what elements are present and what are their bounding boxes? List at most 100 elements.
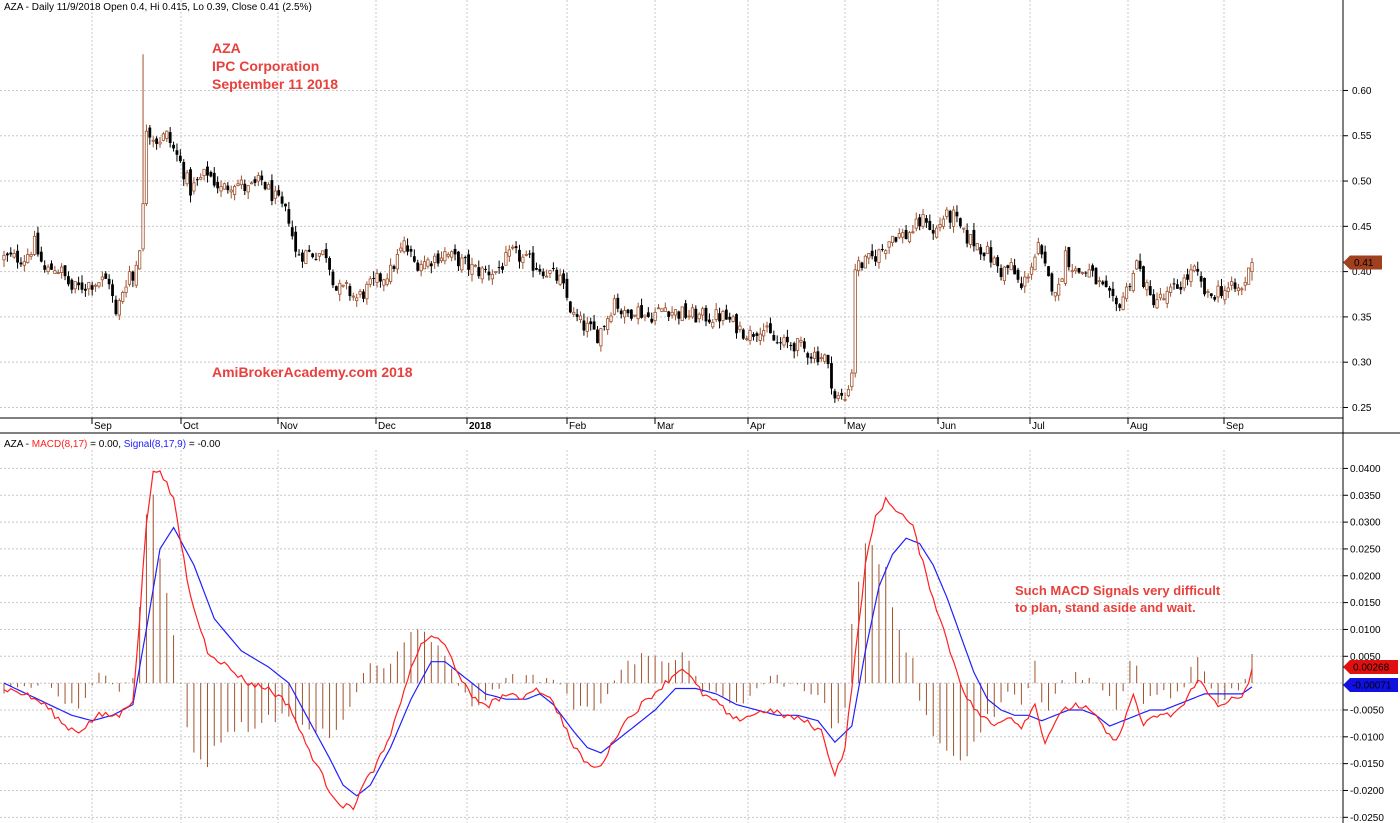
macd-grid bbox=[0, 450, 1343, 823]
candle-body bbox=[1070, 270, 1074, 273]
candle-body bbox=[1182, 277, 1186, 289]
candle-body bbox=[562, 273, 565, 284]
candle-body bbox=[117, 300, 121, 316]
candle-body bbox=[602, 325, 606, 327]
macd-line bbox=[3, 470, 1253, 811]
candle-body bbox=[816, 351, 820, 363]
candle-body bbox=[867, 253, 871, 259]
candle-body bbox=[507, 249, 511, 257]
candle-body bbox=[148, 127, 152, 138]
candle-body bbox=[368, 278, 372, 285]
candle-body bbox=[979, 247, 983, 255]
candle-body bbox=[511, 246, 515, 249]
candle-body bbox=[769, 323, 772, 334]
candle-body bbox=[433, 255, 437, 263]
candle-body bbox=[158, 141, 162, 145]
candle-body bbox=[1169, 286, 1173, 293]
candle-body bbox=[589, 321, 593, 325]
candle-body bbox=[16, 250, 19, 263]
candle-body bbox=[314, 258, 318, 260]
candle-body bbox=[521, 256, 525, 263]
candle-body bbox=[284, 203, 287, 207]
candle-body bbox=[518, 249, 521, 262]
candle-body bbox=[646, 312, 650, 317]
candle-body bbox=[372, 277, 376, 279]
candle-body bbox=[477, 267, 481, 277]
month-label: Mar bbox=[657, 421, 675, 432]
macd-y-tick-label: 0.0300 bbox=[1350, 518, 1381, 529]
candle-body bbox=[1213, 296, 1217, 300]
candle-body bbox=[714, 309, 718, 321]
candle-body bbox=[56, 272, 60, 274]
candle-body bbox=[229, 189, 233, 193]
candle-body bbox=[819, 357, 823, 360]
candle-body bbox=[738, 325, 742, 330]
candle-body bbox=[399, 247, 403, 252]
candle-body bbox=[457, 251, 460, 267]
candle-body bbox=[436, 253, 440, 264]
candle-body bbox=[134, 264, 138, 286]
price-candles bbox=[2, 54, 1254, 403]
candle-body bbox=[1009, 262, 1013, 271]
candle-body bbox=[355, 297, 359, 301]
candle-body bbox=[178, 155, 182, 162]
candle-body bbox=[1077, 267, 1081, 273]
candle-body bbox=[338, 282, 342, 295]
candle-body bbox=[724, 309, 728, 320]
candle-body bbox=[809, 356, 813, 359]
candle-body bbox=[945, 209, 949, 217]
candle-body bbox=[1142, 266, 1145, 288]
candle-body bbox=[890, 235, 895, 244]
candle-body bbox=[673, 309, 678, 316]
candle-body bbox=[633, 314, 637, 317]
candle-body bbox=[840, 392, 844, 396]
candle-body bbox=[1108, 287, 1111, 291]
candle-body bbox=[1047, 266, 1050, 277]
candle-body bbox=[494, 271, 498, 274]
candle-body bbox=[955, 211, 959, 217]
month-label: Sep bbox=[94, 421, 112, 432]
candle-body bbox=[1114, 297, 1118, 305]
candle-body bbox=[684, 303, 688, 318]
macd-y-tick-label: 0.0350 bbox=[1350, 491, 1381, 502]
macd-y-tick-label: 0.0250 bbox=[1350, 544, 1381, 555]
candle-body bbox=[460, 257, 464, 271]
candle-body bbox=[280, 196, 284, 204]
title-annotation: AZA IPC Corporation September 11 2018 bbox=[212, 40, 338, 92]
candle-body bbox=[270, 180, 274, 201]
candle-body bbox=[2, 254, 6, 261]
candle-body bbox=[362, 291, 365, 299]
candle-body bbox=[925, 218, 928, 223]
candle-body bbox=[1013, 265, 1017, 275]
month-label: Jun bbox=[940, 421, 956, 432]
macd-header-macd-label: MACD(8,17) bbox=[32, 439, 88, 450]
candle-body bbox=[745, 338, 749, 341]
candle-body bbox=[144, 130, 149, 205]
candle-body bbox=[382, 279, 386, 286]
month-label: Sep bbox=[1226, 421, 1244, 432]
macd-header-prefix: AZA - bbox=[4, 439, 32, 450]
candle-body bbox=[53, 270, 57, 274]
candle-body bbox=[1087, 269, 1091, 278]
candle-body bbox=[334, 286, 338, 291]
candle-body bbox=[711, 321, 715, 328]
title-line-1: AZA bbox=[212, 40, 241, 56]
candle-body bbox=[199, 177, 203, 180]
candle-body bbox=[22, 261, 26, 266]
candle-body bbox=[609, 315, 613, 322]
candle-body bbox=[565, 278, 569, 298]
candle-body bbox=[43, 265, 47, 270]
candle-body bbox=[273, 190, 277, 199]
candle-body bbox=[897, 233, 901, 238]
candle-body bbox=[1084, 272, 1088, 274]
candle-body bbox=[73, 281, 77, 290]
candle-body bbox=[996, 257, 1000, 267]
candle-body bbox=[1121, 296, 1125, 311]
candle-body bbox=[87, 282, 91, 290]
candle-body bbox=[80, 282, 84, 290]
candle-body bbox=[138, 250, 142, 270]
candle-body bbox=[1203, 277, 1206, 295]
candle-body bbox=[260, 175, 264, 181]
candle-body bbox=[111, 284, 114, 297]
